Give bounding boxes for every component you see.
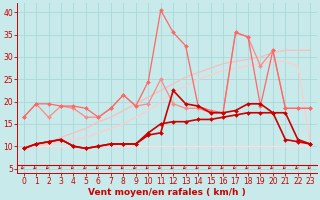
- X-axis label: Vent moyen/en rafales ( km/h ): Vent moyen/en rafales ( km/h ): [88, 188, 246, 197]
